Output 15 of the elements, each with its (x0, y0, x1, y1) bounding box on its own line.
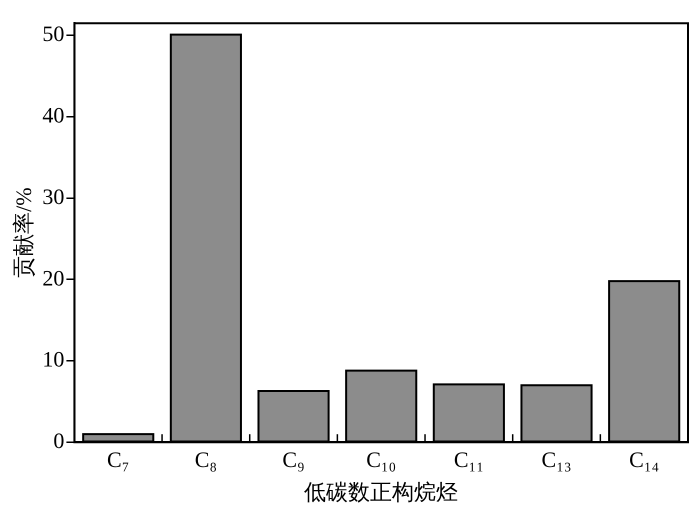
y-tick-label: 10 (42, 346, 64, 372)
y-tick-label: 20 (42, 265, 64, 290)
x-axis-title: 低碳数正构烷烃 (304, 480, 458, 505)
x-tick-label: C₁₃ (542, 447, 572, 472)
y-axis-title: 贡献率/% (10, 187, 36, 278)
x-tick-label: C₈ (194, 447, 218, 472)
x-tick-label: C₇ (107, 447, 130, 472)
y-tick-label: 0 (53, 428, 64, 453)
x-tick-label: C₁₄ (629, 447, 660, 472)
x-tick-label: C₁₀ (366, 447, 396, 472)
x-tick-label: C₁₁ (454, 447, 484, 472)
x-tick-label: C₉ (282, 447, 305, 472)
y-tick-label: 40 (42, 102, 64, 128)
y-tick-label: 50 (42, 21, 64, 46)
y-tick-label: 30 (42, 184, 64, 209)
